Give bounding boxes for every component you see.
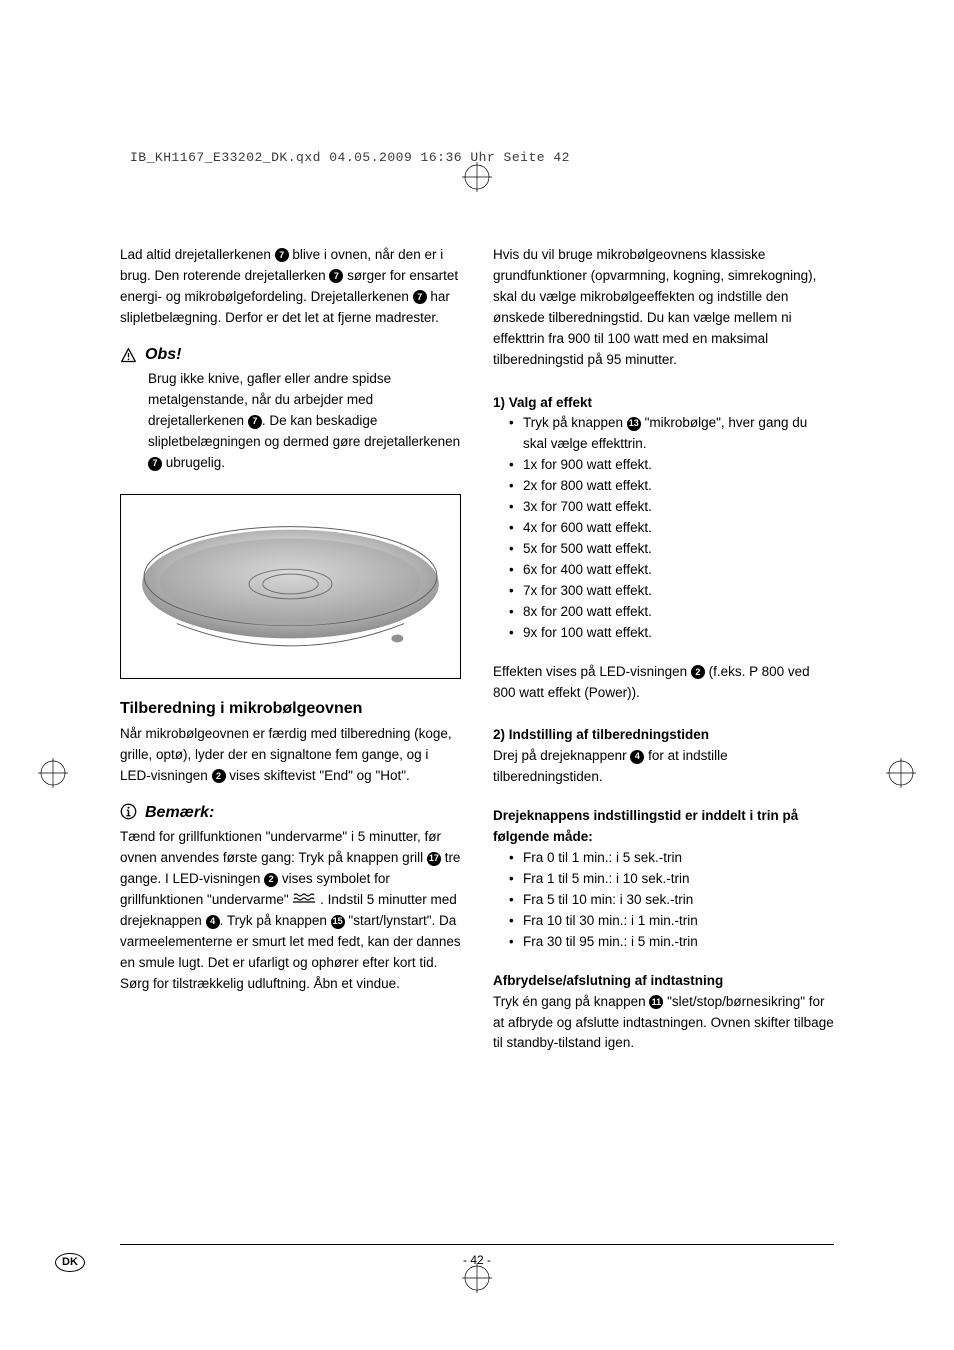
circled-number-icon: 2 — [212, 769, 226, 783]
circled-number-icon: 2 — [264, 873, 278, 887]
list-item: Fra 1 til 5 min.: i 10 sek.-trin — [509, 869, 834, 890]
list-item: Fra 0 til 1 min.: i 5 sek.-trin — [509, 848, 834, 869]
obs-heading: Obs! — [120, 343, 461, 368]
list-item: 1x for 900 watt effekt. — [509, 455, 834, 476]
bemaerk-heading-text: Bemærk: — [145, 801, 214, 826]
grill-icon — [292, 890, 316, 911]
indstilling-heading: 2) Indstilling af tilberedningstiden — [493, 725, 834, 746]
country-badge: DK — [55, 1253, 85, 1272]
crop-mark-top-icon — [462, 162, 492, 199]
valg-bullet-list: Tryk på knappen 13 "mikrobølge", hver ga… — [493, 413, 834, 643]
afbrydelse-paragraph: Tryk én gang på knappen 11 "slet/stop/bø… — [493, 992, 834, 1055]
tilberedning-paragraph: Når mikrobølgeovnen er færdig med tilber… — [120, 724, 461, 787]
effekt-paragraph: Effekten vises på LED-visningen 2 (f.eks… — [493, 662, 834, 704]
crop-mark-bottom-icon — [462, 1263, 492, 1300]
circled-number-icon: 4 — [630, 750, 644, 764]
circled-number-icon: 15 — [331, 915, 345, 929]
list-item: 4x for 600 watt effekt. — [509, 518, 834, 539]
list-item: 7x for 300 watt effekt. — [509, 581, 834, 602]
drejeknapp-bullet-list: Fra 0 til 1 min.: i 5 sek.-trin Fra 1 ti… — [493, 848, 834, 953]
turntable-image — [120, 494, 461, 679]
tilberedning-heading: Tilberedning i mikrobølgeovnen — [120, 697, 461, 722]
warning-icon — [120, 347, 137, 364]
circled-number-icon: 2 — [691, 665, 705, 679]
list-item: 3x for 700 watt effekt. — [509, 497, 834, 518]
right-intro-paragraph: Hvis du vil bruge mikrobølgeovnens klass… — [493, 245, 834, 371]
obs-heading-text: Obs! — [145, 343, 181, 368]
drejeknapp-heading: Drejeknappens indstillingstid er inddelt… — [493, 806, 834, 848]
circled-number-icon: 7 — [148, 457, 162, 471]
circled-number-icon: 7 — [275, 248, 289, 262]
footer-divider — [120, 1244, 834, 1245]
circled-number-icon: 7 — [413, 290, 427, 304]
list-item: Fra 30 til 95 min.: i 5 min.-trin — [509, 932, 834, 953]
crop-mark-right-icon — [886, 758, 916, 795]
indstilling-paragraph: Drej på drejeknappenr 4 for at indstille… — [493, 746, 834, 788]
list-item: 5x for 500 watt effekt. — [509, 539, 834, 560]
afbrydelse-heading: Afbrydelse/afslutning af indtastning — [493, 971, 834, 992]
list-item: 8x for 200 watt effekt. — [509, 602, 834, 623]
obs-paragraph: Brug ikke knive, gafler eller andre spid… — [120, 369, 461, 474]
list-item: 2x for 800 watt effekt. — [509, 476, 834, 497]
bemaerk-paragraph: Tænd for grillfunktionen "undervarme" i … — [120, 827, 461, 994]
intro-paragraph: Lad altid drejetallerkenen 7 blive i ovn… — [120, 245, 461, 329]
list-item: Fra 5 til 10 min: i 30 sek.-trin — [509, 890, 834, 911]
list-item: Fra 10 til 30 min.: i 1 min.-trin — [509, 911, 834, 932]
circled-number-icon: 17 — [427, 852, 441, 866]
circled-number-icon: 7 — [329, 269, 343, 283]
circled-number-icon: 4 — [206, 915, 220, 929]
crop-mark-left-icon — [38, 758, 68, 795]
left-column: Lad altid drejetallerkenen 7 blive i ovn… — [120, 245, 461, 1054]
right-column: Hvis du vil bruge mikrobølgeovnens klass… — [493, 245, 834, 1054]
file-header: IB_KH1167_E33202_DK.qxd 04.05.2009 16:36… — [130, 148, 570, 168]
info-icon — [120, 803, 137, 820]
list-item: 9x for 100 watt effekt. — [509, 623, 834, 644]
list-item: 6x for 400 watt effekt. — [509, 560, 834, 581]
bemaerk-heading: Bemærk: — [120, 801, 461, 826]
circled-number-icon: 7 — [248, 415, 262, 429]
circled-number-icon: 11 — [649, 995, 663, 1009]
valg-heading: 1) Valg af effekt — [493, 393, 834, 414]
circled-number-icon: 13 — [627, 417, 641, 431]
list-item: Tryk på knappen 13 "mikrobølge", hver ga… — [509, 413, 834, 455]
